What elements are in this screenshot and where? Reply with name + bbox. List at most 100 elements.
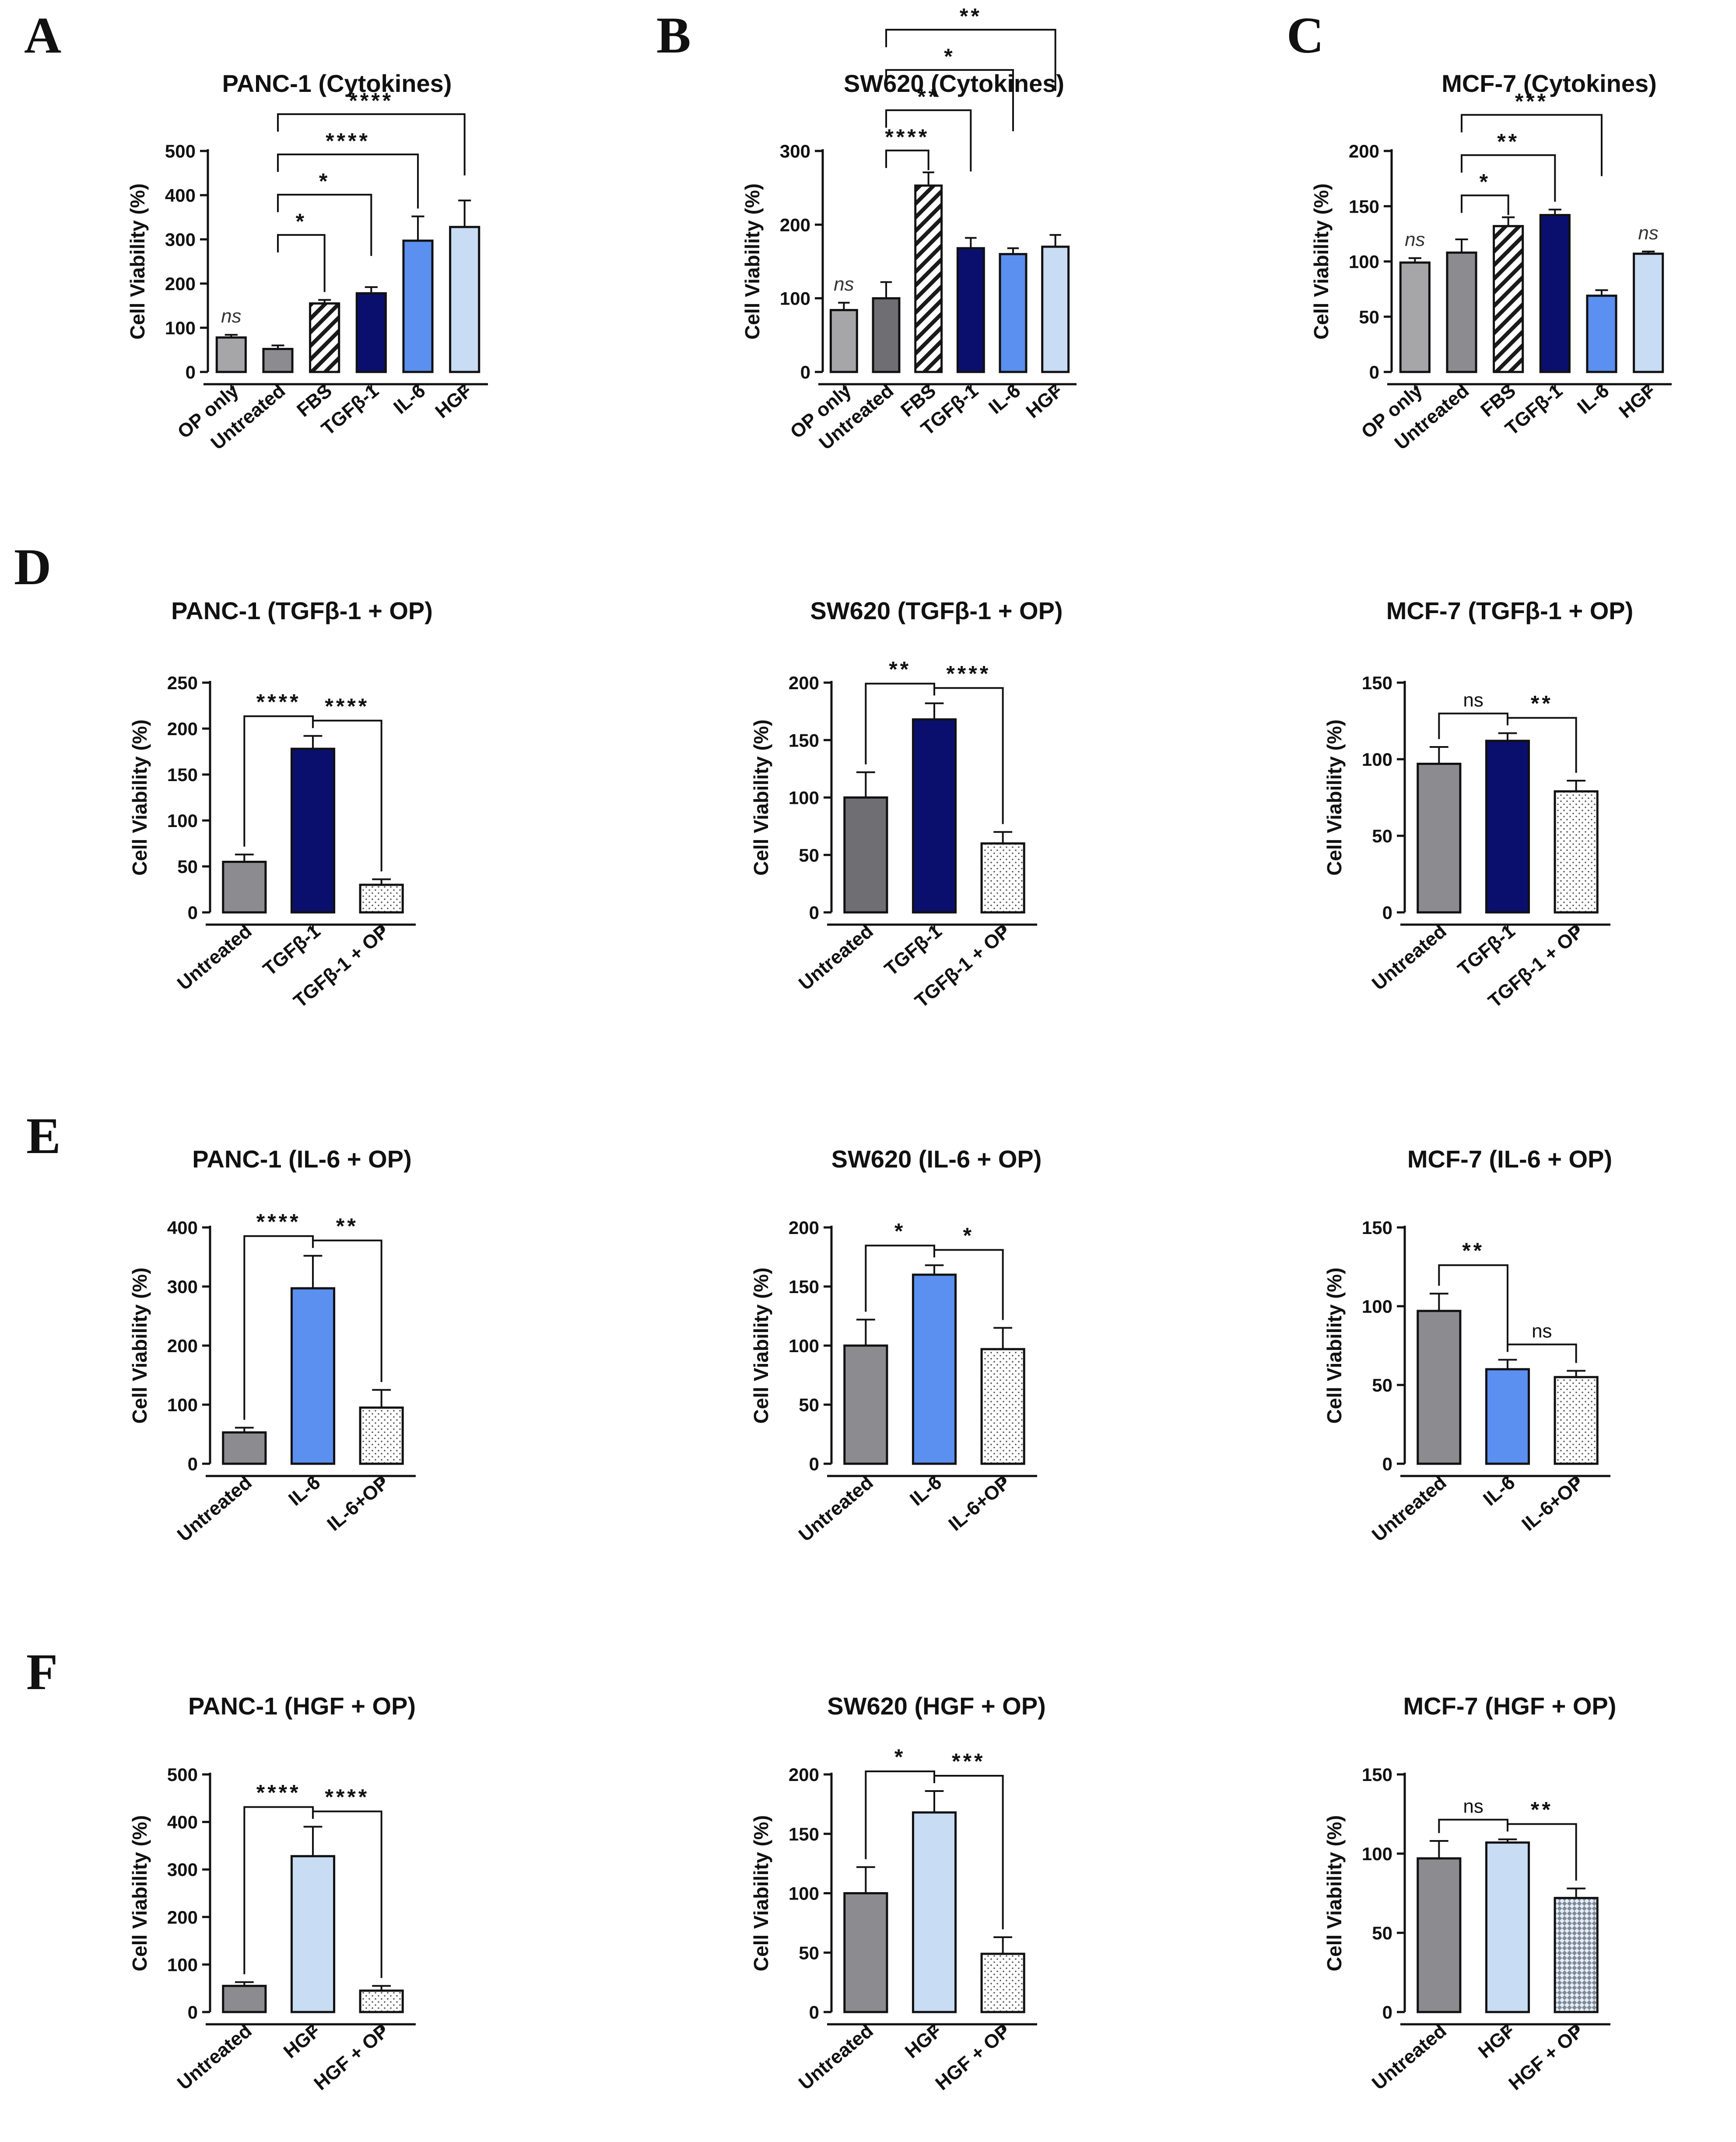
bar <box>290 1287 336 1465</box>
bar <box>355 292 387 373</box>
significance-label: **** <box>326 129 370 153</box>
significance-label: ns <box>1405 229 1425 250</box>
bar <box>215 336 247 373</box>
y-tick-label: 100 <box>1362 749 1392 770</box>
chart-title: MCF-7 (HGF + OP) <box>1403 1692 1617 1720</box>
y-tick-label: 150 <box>789 1276 819 1297</box>
y-tick-label: 250 <box>167 673 198 693</box>
chart-title: SW620 (IL-6 + OP) <box>831 1145 1042 1173</box>
significance-bracket <box>312 1810 382 1978</box>
significance-bracket <box>885 69 1014 131</box>
significance-bracket <box>1438 1819 1508 1833</box>
significance-label: * <box>1480 170 1491 194</box>
x-tick-label: Untreated <box>795 2020 877 2094</box>
significance-label: **** <box>256 1209 301 1234</box>
x-tick-label: Untreated <box>173 2020 256 2094</box>
chart-panel: D PANC-1 (TGFβ-1 + OP) 0 50 100 150 200 250 Cell… <box>14 538 433 1012</box>
y-axis-label: Cell Viability (%) <box>750 1815 772 1971</box>
y-axis-label: Cell Viability (%) <box>750 1267 772 1423</box>
chart-panel: MCF-7 (TGFβ-1 + OP) 0 50 100 150 Cell Viabili… <box>1323 597 1633 1012</box>
significance-bracket <box>1507 1823 1577 1881</box>
y-tick-label: 0 <box>809 1454 819 1474</box>
y-tick-label: 300 <box>165 229 196 250</box>
significance-bracket <box>1461 114 1603 176</box>
panel-letter: A <box>24 7 61 64</box>
x-tick-label: IL-6+OP <box>323 1472 393 1535</box>
y-axis-label: Cell Viability (%) <box>1323 1267 1346 1423</box>
bar <box>222 1984 267 2013</box>
chart-panel: A PANC-1 (Cytokines) 0 100 200 300 400 500 Cell … <box>24 7 488 454</box>
significance-bracket <box>1461 154 1556 202</box>
bar <box>1633 252 1664 373</box>
x-tick-label: TGFβ-1 <box>1454 920 1519 980</box>
bar <box>1417 763 1462 914</box>
y-tick-label: 0 <box>1382 2002 1392 2023</box>
y-tick-label: 100 <box>789 1336 819 1356</box>
bar <box>843 796 888 914</box>
y-tick-label: 50 <box>799 845 819 866</box>
y-tick-label: 200 <box>1349 141 1379 161</box>
bar <box>290 1855 336 2013</box>
significance-label: **** <box>256 1780 301 1805</box>
significance-bracket <box>933 1249 1004 1320</box>
significance-label: **** <box>256 690 301 714</box>
significance-label: ns <box>221 305 241 327</box>
y-tick-label: 200 <box>789 1217 819 1238</box>
chart-panel: MCF-7 (HGF + OP) 0 50 100 150 Cell Viability … <box>1323 1692 1616 2094</box>
x-tick-label: Untreated <box>173 920 256 995</box>
y-tick-label: 100 <box>165 318 196 338</box>
significance-label: **** <box>325 1784 369 1809</box>
chart-title: MCF-7 (TGFβ-1 + OP) <box>1386 597 1634 624</box>
x-tick-label: Untreated <box>173 1472 256 1546</box>
significance-bracket <box>1438 712 1508 739</box>
significance-label: ns <box>1463 1795 1483 1817</box>
chart-title: MCF-7 (IL-6 + OP) <box>1407 1145 1612 1173</box>
x-tick-label: TGFβ-1 <box>880 920 946 980</box>
bar <box>980 842 1025 914</box>
significance-label: * <box>894 1219 905 1243</box>
significance-bracket <box>1507 1343 1577 1363</box>
x-tick-label: TGFβ-1 <box>259 920 324 980</box>
y-axis-label: Cell Viability (%) <box>1323 1815 1346 1971</box>
bar <box>222 1431 267 1465</box>
y-tick-label: 200 <box>165 273 196 294</box>
x-tick-label: IL-6 <box>284 1472 324 1510</box>
y-tick-label: 50 <box>799 1395 819 1415</box>
bar <box>1554 790 1599 914</box>
significance-label: ns <box>1638 222 1658 244</box>
x-tick-label: IL-6+OP <box>1518 1472 1588 1535</box>
y-tick-label: 100 <box>1362 1296 1392 1317</box>
x-tick-label: Untreated <box>1368 1472 1451 1546</box>
bar <box>262 347 294 373</box>
bar <box>914 184 943 373</box>
significance-bracket <box>277 234 326 292</box>
y-tick-label: 100 <box>167 1954 198 1975</box>
bar <box>359 1406 404 1465</box>
y-axis-label: Cell Viability (%) <box>128 719 151 876</box>
chart-panel: F PANC-1 (HGF + OP) 0 100 200 300 400 500 Cell V… <box>26 1643 416 2094</box>
y-tick-label: 200 <box>167 719 198 739</box>
y-tick-label: 200 <box>167 1336 198 1356</box>
y-tick-label: 100 <box>1349 252 1379 272</box>
bar <box>1485 1841 1530 2013</box>
y-axis-label: Cell Viability (%) <box>128 1267 151 1423</box>
bar <box>309 302 340 373</box>
significance-bracket <box>933 687 1004 824</box>
chart-title: SW620 (Cytokines) <box>844 70 1064 97</box>
panel-letter: C <box>1287 7 1324 64</box>
y-tick-label: 0 <box>1382 902 1392 923</box>
significance-label: ** <box>917 84 940 109</box>
bar <box>1493 225 1524 373</box>
y-tick-label: 50 <box>177 856 198 877</box>
y-tick-label: 150 <box>1349 196 1379 217</box>
y-tick-label: 500 <box>165 141 196 161</box>
bar <box>1554 1897 1599 2013</box>
x-tick-label: Untreated <box>795 1472 877 1546</box>
chart-panel: C MCF-7 (Cytokines) 0 50 100 150 200 Cell Viabi… <box>1287 7 1672 454</box>
x-tick-label: HGF + OP <box>1505 2020 1588 2094</box>
significance-label: ns <box>1532 1320 1552 1342</box>
bar <box>449 226 480 373</box>
significance-bracket <box>277 153 419 209</box>
significance-label: *** <box>952 1749 985 1774</box>
significance-bracket <box>885 28 1056 91</box>
